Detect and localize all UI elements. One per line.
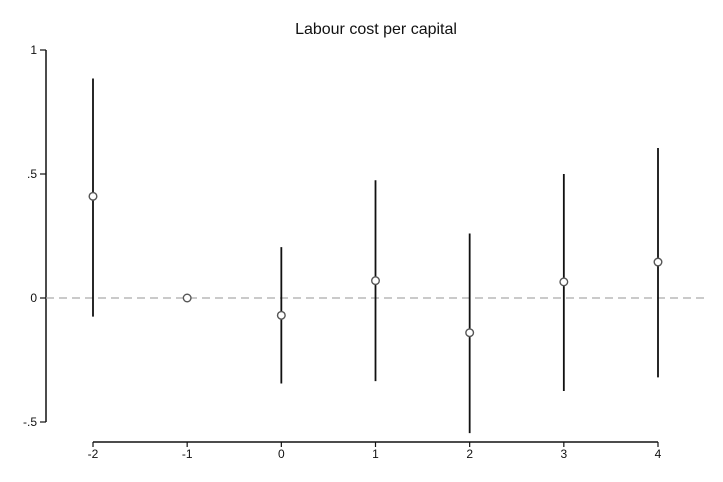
point-estimate-marker: [88, 191, 98, 201]
x-tick-label: -1: [182, 447, 193, 461]
x-tick-label: 0: [278, 447, 285, 461]
point-estimate-marker: [465, 328, 475, 338]
x-axis-ticks: -2 -1 0 1 2 3 4: [88, 442, 662, 461]
y-tick-label: .5: [27, 167, 37, 181]
y-tick-label: -.5: [23, 415, 37, 429]
x-tick-label: -2: [88, 447, 99, 461]
y-tick-label: 1: [30, 43, 37, 57]
x-tick-label: 2: [466, 447, 473, 461]
y-tick-label: 0: [30, 291, 37, 305]
point-estimate-marker: [276, 310, 286, 320]
x-tick-label: 1: [372, 447, 379, 461]
chart-title: Labour cost per capital: [295, 21, 457, 38]
point-estimates: [88, 191, 663, 338]
point-estimate-marker: [371, 276, 381, 286]
point-estimate-marker: [182, 293, 192, 303]
confidence-intervals: [92, 78, 659, 434]
y-axis-ticks: 1 .5 0 -.5: [23, 43, 46, 429]
point-estimate-marker: [653, 257, 663, 267]
x-tick-label: 4: [655, 447, 662, 461]
x-tick-label: 3: [560, 447, 567, 461]
point-estimate-marker: [559, 277, 569, 287]
